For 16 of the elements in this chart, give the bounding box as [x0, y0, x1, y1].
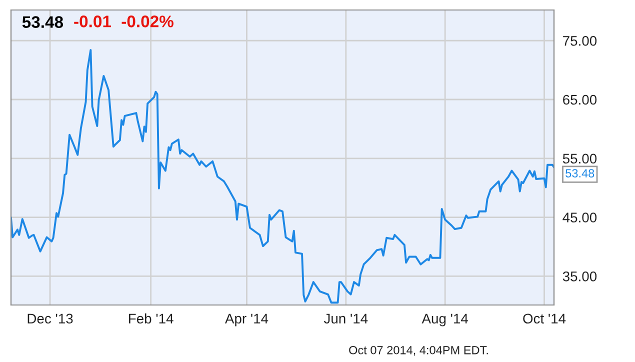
x-tick-label: Jun '14	[324, 314, 368, 324]
annotation: -0.01	[74, 16, 112, 28]
x-tick-label: Dec '13	[28, 314, 73, 324]
x-tick-label: Feb '14	[129, 313, 174, 324]
chart-title: 53.48	[22, 16, 64, 28]
y-tick-label: 65.00	[563, 94, 597, 105]
y-tick-label: 75.00	[563, 36, 597, 46]
x-tick-label: Apr '14	[224, 314, 268, 326]
data-label: 53.48	[566, 169, 594, 178]
annotation: -0.02%	[122, 16, 174, 28]
x-tick-label: Oct '14	[523, 314, 566, 324]
y-tick-label: 55.00	[562, 154, 597, 164]
text: Oct 07 2014, 4:04PM EDT.	[349, 346, 488, 356]
y-tick-label: 45.00	[562, 212, 597, 222]
y-tick-label: 35.00	[562, 271, 597, 282]
x-tick-label: Aug '14	[422, 314, 468, 326]
